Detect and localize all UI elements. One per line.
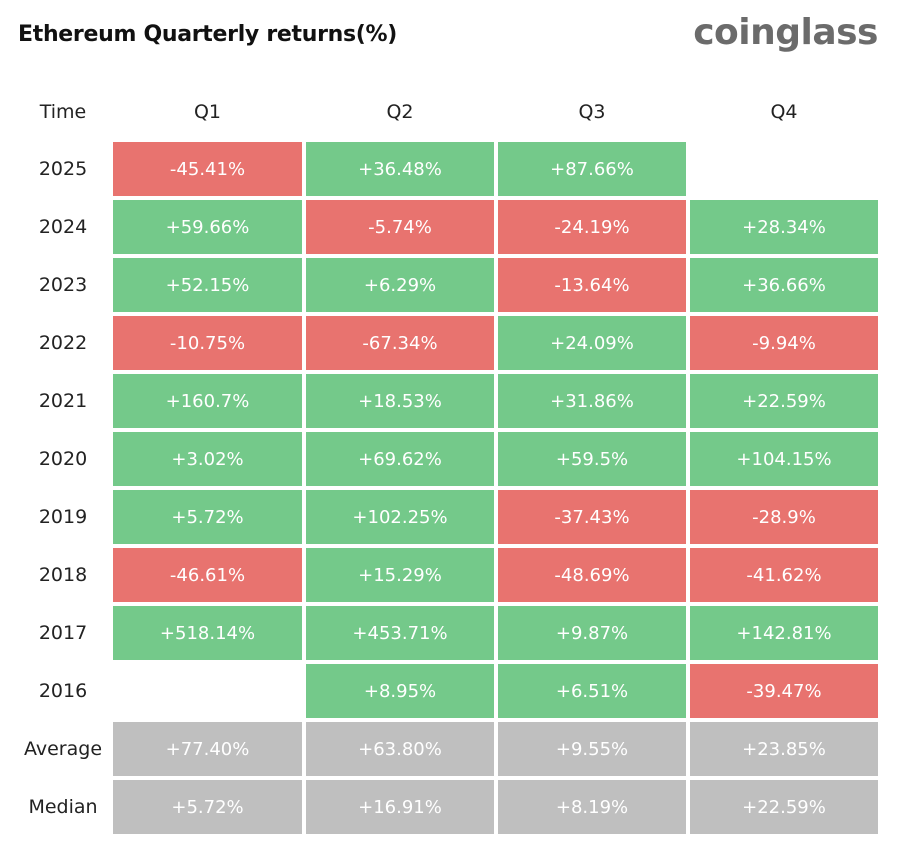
return-cell: -46.61% [113, 548, 302, 602]
return-cell: -48.69% [498, 548, 686, 602]
row-label: Average [23, 738, 103, 760]
return-cell: -37.43% [498, 490, 686, 544]
return-cell: +28.34% [690, 200, 878, 254]
return-cell: +87.66% [498, 142, 686, 196]
return-cell: -13.64% [498, 258, 686, 312]
title: Ethereum Quarterly returns(%) [18, 22, 398, 47]
return-cell: +69.62% [306, 432, 494, 486]
return-cell: +77.40% [113, 722, 302, 776]
return-cell: +6.51% [498, 664, 686, 718]
row-label: 2022 [38, 332, 88, 354]
return-cell: +16.91% [306, 780, 494, 834]
column-header: Time [39, 101, 87, 123]
row-label: 2020 [38, 448, 88, 470]
logo: coinglass [693, 12, 878, 53]
return-cell: +23.85% [690, 722, 878, 776]
return-cell: -41.62% [690, 548, 878, 602]
return-cell: +9.87% [498, 606, 686, 660]
return-cell: +160.7% [113, 374, 302, 428]
return-cell: +518.14% [113, 606, 302, 660]
return-cell: +8.95% [306, 664, 494, 718]
row-label: 2016 [38, 680, 88, 702]
column-header: Q3 [578, 101, 606, 123]
return-cell: +59.5% [498, 432, 686, 486]
row-label: 2023 [38, 274, 88, 296]
row-label: 2021 [38, 390, 88, 412]
return-cell: -5.74% [306, 200, 494, 254]
return-cell: +31.86% [498, 374, 686, 428]
column-header: Q1 [193, 101, 222, 123]
return-cell: +59.66% [113, 200, 302, 254]
return-cell: +9.55% [498, 722, 686, 776]
return-cell: +102.25% [306, 490, 494, 544]
return-cell: +5.72% [113, 490, 302, 544]
return-cell: +6.29% [306, 258, 494, 312]
row-label: 2017 [38, 622, 88, 644]
return-cell: +104.15% [690, 432, 878, 486]
return-cell: -10.75% [113, 316, 302, 370]
return-cell: +142.81% [690, 606, 878, 660]
row-label: 2024 [38, 216, 88, 238]
return-cell: +24.09% [498, 316, 686, 370]
return-cell: -67.34% [306, 316, 494, 370]
return-cell: +3.02% [113, 432, 302, 486]
return-cell: +18.53% [306, 374, 494, 428]
row-label: 2019 [38, 506, 88, 528]
return-cell: +36.66% [690, 258, 878, 312]
return-cell: +5.72% [113, 780, 302, 834]
column-header: Q4 [770, 101, 798, 123]
return-cell: +52.15% [113, 258, 302, 312]
row-label: Median [28, 796, 98, 818]
return-cell: +15.29% [306, 548, 494, 602]
row-label: 2025 [38, 158, 88, 180]
return-cell: -24.19% [498, 200, 686, 254]
return-cell: +453.71% [306, 606, 494, 660]
return-cell: +22.59% [690, 780, 878, 834]
return-cell: -28.9% [690, 490, 878, 544]
return-cell: +36.48% [306, 142, 494, 196]
return-cell: -45.41% [113, 142, 302, 196]
row-label: 2018 [38, 564, 88, 586]
return-cell: +63.80% [306, 722, 494, 776]
return-cell: +8.19% [498, 780, 686, 834]
return-cell: +22.59% [690, 374, 878, 428]
return-cell: -39.47% [690, 664, 878, 718]
return-cell: -9.94% [690, 316, 878, 370]
column-header: Q2 [386, 101, 414, 123]
